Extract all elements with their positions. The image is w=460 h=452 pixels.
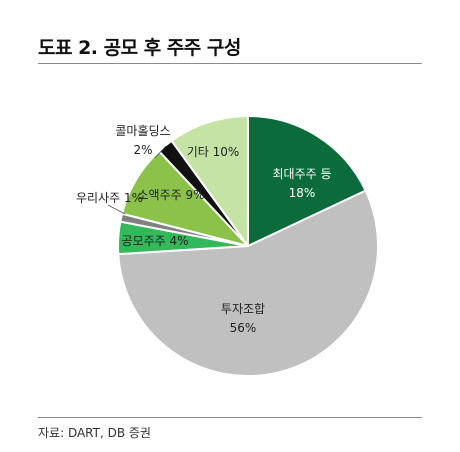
slice-label: 콜마홀딩스 <box>115 124 170 138</box>
leader-line <box>154 145 167 159</box>
slice-value: 2% <box>133 143 152 157</box>
footer-divider <box>38 417 422 418</box>
chart-title: 도표 2. 공모 후 주주 구성 <box>38 37 241 59</box>
slice-label: 투자조합 <box>221 302 265 316</box>
source-note: 자료: DART, DB 증권 <box>38 426 151 440</box>
pie-labels: 최대주주 등 18% 투자조합 56% 공모주주 4% 우리사주 1%소액주주 9% 콜마홀… <box>76 124 332 335</box>
slice-label: 우리사주 1% <box>76 191 143 205</box>
slice-label: 소액주주 9% <box>137 188 204 202</box>
title-divider <box>38 63 422 64</box>
slice-label: 기타 10% <box>187 145 240 159</box>
slice-value: 56% <box>230 321 257 335</box>
pie-slice-7 <box>170 115 249 247</box>
slice-label: 최대주주 등 <box>272 167 331 181</box>
leader-line <box>107 204 126 215</box>
slice-value: 18% <box>289 186 316 200</box>
pie-slice-1 <box>247 115 367 247</box>
slice-label: 공모주주 4% <box>121 234 188 248</box>
pie-slices <box>117 115 379 377</box>
pie-slice-2 <box>117 189 379 377</box>
